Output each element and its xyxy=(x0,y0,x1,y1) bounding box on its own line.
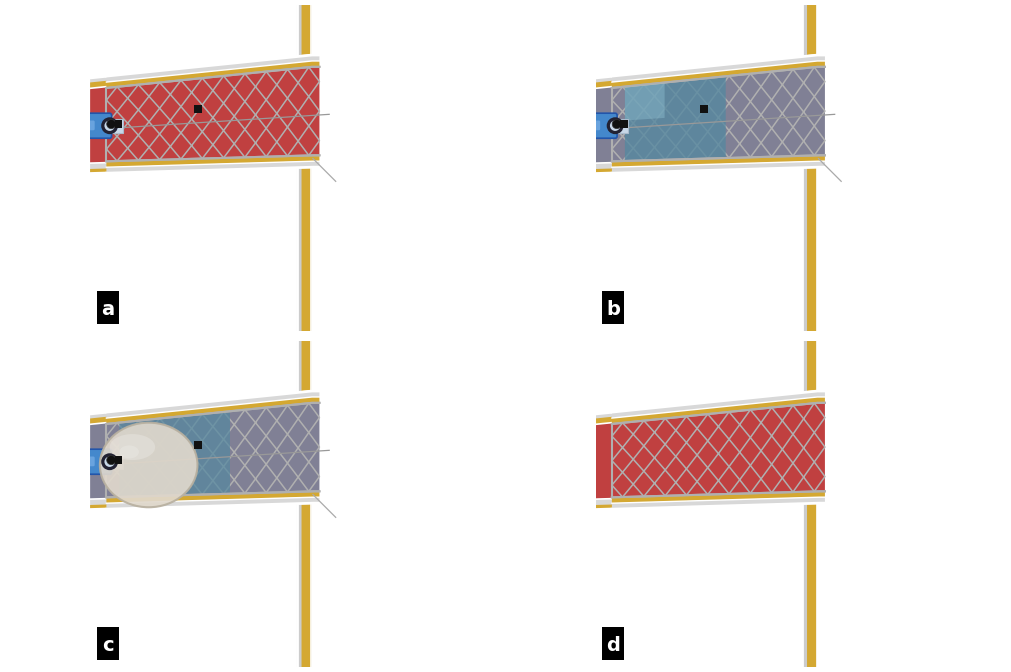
Text: d: d xyxy=(607,636,620,655)
Polygon shape xyxy=(301,0,311,97)
Bar xyxy=(114,120,122,128)
Polygon shape xyxy=(802,325,817,433)
Polygon shape xyxy=(595,60,817,88)
Polygon shape xyxy=(612,391,825,418)
Polygon shape xyxy=(301,325,311,433)
FancyBboxPatch shape xyxy=(78,120,95,130)
Polygon shape xyxy=(595,391,817,424)
Polygon shape xyxy=(90,60,311,88)
Polygon shape xyxy=(612,61,825,88)
FancyBboxPatch shape xyxy=(72,449,111,474)
Text: c: c xyxy=(102,636,113,655)
Polygon shape xyxy=(106,155,319,167)
Polygon shape xyxy=(595,66,817,163)
Circle shape xyxy=(101,453,118,470)
Polygon shape xyxy=(625,83,664,120)
Polygon shape xyxy=(612,491,825,503)
Polygon shape xyxy=(90,66,311,163)
Polygon shape xyxy=(579,118,628,133)
Polygon shape xyxy=(90,55,311,88)
Polygon shape xyxy=(74,454,122,469)
Circle shape xyxy=(107,120,116,128)
Bar xyxy=(97,291,118,324)
Polygon shape xyxy=(119,412,229,497)
Polygon shape xyxy=(807,325,817,433)
Polygon shape xyxy=(612,67,825,161)
Circle shape xyxy=(610,120,621,131)
Polygon shape xyxy=(802,142,817,347)
Polygon shape xyxy=(301,142,311,347)
Polygon shape xyxy=(612,397,825,424)
Bar xyxy=(603,291,624,324)
Polygon shape xyxy=(106,403,319,497)
Polygon shape xyxy=(595,163,817,173)
Polygon shape xyxy=(106,61,319,88)
Polygon shape xyxy=(74,118,122,133)
Polygon shape xyxy=(612,55,825,82)
Bar xyxy=(603,627,624,660)
Circle shape xyxy=(101,117,118,134)
Polygon shape xyxy=(90,157,311,173)
Polygon shape xyxy=(612,497,825,509)
Polygon shape xyxy=(595,55,817,88)
FancyBboxPatch shape xyxy=(577,113,617,138)
Polygon shape xyxy=(807,142,817,347)
Ellipse shape xyxy=(109,434,155,460)
Polygon shape xyxy=(296,478,311,672)
Bar xyxy=(97,627,118,660)
Polygon shape xyxy=(106,397,319,424)
Text: b: b xyxy=(607,300,620,319)
Circle shape xyxy=(613,120,622,128)
Polygon shape xyxy=(595,493,817,509)
Polygon shape xyxy=(106,391,319,418)
Ellipse shape xyxy=(119,446,139,458)
Bar xyxy=(700,105,708,113)
Polygon shape xyxy=(807,0,817,97)
Bar xyxy=(620,120,628,128)
FancyBboxPatch shape xyxy=(583,120,601,130)
Polygon shape xyxy=(90,163,311,173)
Circle shape xyxy=(104,456,115,467)
Circle shape xyxy=(107,456,116,464)
FancyBboxPatch shape xyxy=(72,113,111,138)
Polygon shape xyxy=(595,402,817,499)
Bar xyxy=(194,441,202,449)
Polygon shape xyxy=(296,142,311,347)
Polygon shape xyxy=(802,478,817,672)
Polygon shape xyxy=(106,67,319,161)
Text: a: a xyxy=(101,300,114,319)
Bar xyxy=(114,456,122,464)
Polygon shape xyxy=(296,0,311,97)
Polygon shape xyxy=(90,499,311,509)
Bar xyxy=(194,105,202,113)
Polygon shape xyxy=(802,0,817,97)
Polygon shape xyxy=(106,491,319,503)
Polygon shape xyxy=(612,155,825,167)
Polygon shape xyxy=(595,499,817,509)
Ellipse shape xyxy=(100,423,197,507)
Polygon shape xyxy=(595,157,817,173)
Polygon shape xyxy=(807,478,817,672)
Polygon shape xyxy=(106,55,319,82)
Polygon shape xyxy=(90,493,311,509)
Polygon shape xyxy=(90,402,311,499)
Polygon shape xyxy=(90,391,311,424)
Polygon shape xyxy=(301,478,311,672)
Polygon shape xyxy=(625,77,726,161)
Circle shape xyxy=(104,120,115,131)
Polygon shape xyxy=(595,396,817,424)
Circle shape xyxy=(607,117,624,134)
Polygon shape xyxy=(106,497,319,509)
Polygon shape xyxy=(612,161,825,173)
FancyBboxPatch shape xyxy=(78,456,95,466)
Polygon shape xyxy=(90,396,311,424)
Polygon shape xyxy=(296,325,311,433)
Polygon shape xyxy=(106,161,319,173)
Polygon shape xyxy=(612,403,825,497)
